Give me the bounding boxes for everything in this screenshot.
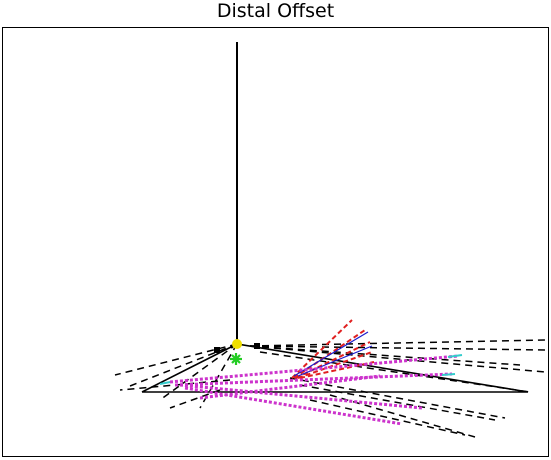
yellow-apex-marker (232, 339, 242, 349)
cyan-accent-ends (159, 354, 463, 385)
green-asterisk-marker (230, 353, 242, 365)
magenta-dotted-fan (169, 354, 459, 426)
plot-title: Distal Offset (216, 0, 335, 22)
plot-frame (2, 27, 549, 457)
black-marker-square (214, 347, 220, 353)
black-marker-square (254, 343, 260, 349)
black-dashed-fan (114, 339, 546, 438)
red-dashed-fan (291, 319, 375, 379)
solid-triangle-outline (141, 343, 529, 393)
